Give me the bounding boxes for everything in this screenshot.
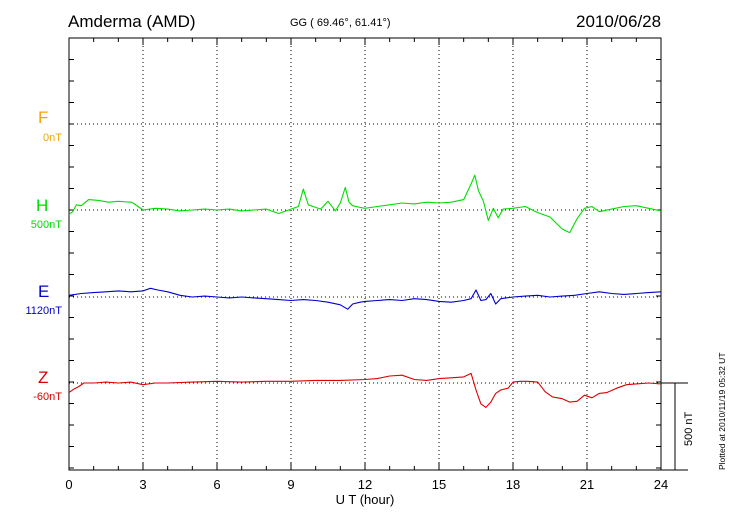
- scale-bar-label: 500 nT: [683, 411, 695, 446]
- component-z-label: Z: [38, 368, 49, 387]
- component-e-label: E: [38, 282, 50, 301]
- x-tick-label: 24: [654, 477, 668, 492]
- series-e-line: [68, 287, 662, 310]
- series-z-line: [68, 372, 662, 408]
- x-tick-label: 0: [65, 477, 72, 492]
- x-tick-label: 18: [506, 477, 520, 492]
- x-tick-label: 3: [139, 477, 146, 492]
- x-tick-label: 15: [432, 477, 446, 492]
- x-tick-label: 21: [580, 477, 594, 492]
- x-tick-label: 6: [213, 477, 220, 492]
- station-title: Amderma (AMD): [68, 12, 196, 31]
- component-z-baseline: -60nT: [33, 391, 62, 403]
- x-tick-label: 9: [287, 477, 294, 492]
- component-e-baseline: 1120nT: [25, 305, 63, 317]
- plotted-timestamp: Plotted at 2010/11/19 05:32 UT: [717, 352, 727, 470]
- x-tick-label: 12: [358, 477, 372, 492]
- station-coordinates: GG ( 69.46°, 61.41°): [290, 17, 391, 29]
- x-axis-title: U T (hour): [336, 492, 395, 507]
- component-h-baseline: 500nT: [30, 219, 62, 231]
- component-h-label: H: [36, 196, 49, 215]
- component-f-baseline: 0nT: [43, 132, 62, 144]
- date-title: 2010/06/28: [576, 12, 662, 31]
- series-h-line: [68, 174, 662, 234]
- component-f-label: F: [38, 108, 49, 127]
